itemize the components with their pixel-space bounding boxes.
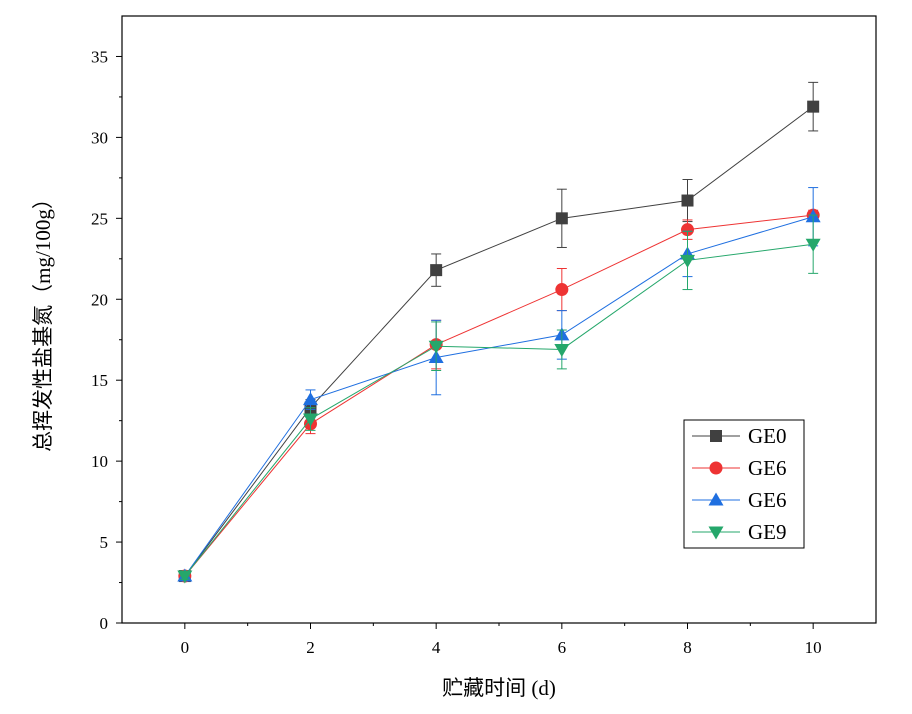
legend-item: GE0 bbox=[692, 424, 787, 448]
data-point bbox=[303, 413, 318, 427]
data-point bbox=[555, 283, 569, 297]
axes-layer: 0 2 4 6 8 10 0 5 10 15 20 25 30 35 bbox=[91, 47, 822, 657]
legend-label: GE9 bbox=[748, 520, 787, 544]
x-tick-label: 6 bbox=[558, 638, 567, 657]
legend-marker bbox=[709, 461, 723, 475]
y-tick-label: 20 bbox=[91, 290, 108, 309]
data-point bbox=[681, 194, 694, 207]
x-tick-label: 4 bbox=[432, 638, 441, 657]
data-point bbox=[807, 100, 820, 113]
y-tick-label: 25 bbox=[91, 209, 108, 228]
y-axis-title: 总挥发性盐基氮（mg/100g） bbox=[31, 188, 55, 452]
y-tick-label: 35 bbox=[91, 47, 108, 66]
legend-marker bbox=[708, 526, 724, 540]
data-point bbox=[681, 223, 694, 237]
legend-label: GE6 bbox=[748, 456, 787, 480]
x-axis-title: 贮藏时间 (d) bbox=[442, 676, 556, 700]
series-line bbox=[184, 214, 814, 577]
legend-box bbox=[683, 419, 805, 549]
x-tick-label: 0 bbox=[181, 638, 190, 657]
legend-label: GE6 bbox=[748, 488, 787, 512]
series-line bbox=[184, 243, 814, 577]
x-tick-label: 10 bbox=[805, 638, 822, 657]
series-4 bbox=[177, 214, 821, 584]
x-tick-label: 8 bbox=[683, 638, 692, 657]
data-point bbox=[805, 238, 821, 252]
legend-item: GE6 bbox=[692, 456, 787, 480]
legend-marker bbox=[710, 430, 722, 442]
legend-item: GE9 bbox=[692, 520, 787, 544]
legend-item: GE6 bbox=[692, 488, 787, 512]
y-tick-label: 5 bbox=[100, 533, 109, 552]
series-line bbox=[184, 106, 814, 577]
series-line bbox=[184, 216, 814, 577]
series-layer bbox=[177, 81, 821, 584]
x-tick-label: 2 bbox=[306, 638, 315, 657]
data-point bbox=[555, 212, 568, 225]
data-point bbox=[430, 264, 443, 277]
data-point bbox=[303, 392, 318, 406]
y-tick-label: 15 bbox=[91, 371, 108, 390]
legend-label: GE0 bbox=[748, 424, 787, 448]
legend: GE0 GE6 GE6 GE9 bbox=[683, 419, 805, 549]
data-point bbox=[177, 570, 193, 584]
data-point bbox=[554, 343, 570, 357]
data-point bbox=[680, 254, 695, 268]
y-tick-label: 10 bbox=[91, 452, 108, 471]
data-point bbox=[428, 340, 444, 354]
legend-marker bbox=[708, 492, 724, 506]
y-tick-label: 30 bbox=[91, 128, 108, 147]
y-tick-label: 0 bbox=[100, 614, 109, 633]
